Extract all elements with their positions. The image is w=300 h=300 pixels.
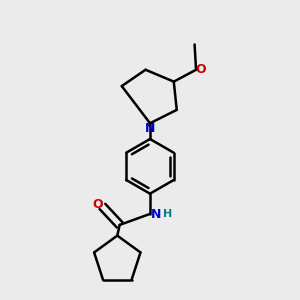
Text: O: O — [195, 63, 206, 76]
Text: N: N — [152, 208, 162, 221]
Text: H: H — [163, 209, 172, 220]
Text: O: O — [93, 198, 103, 211]
Text: N: N — [145, 122, 155, 135]
